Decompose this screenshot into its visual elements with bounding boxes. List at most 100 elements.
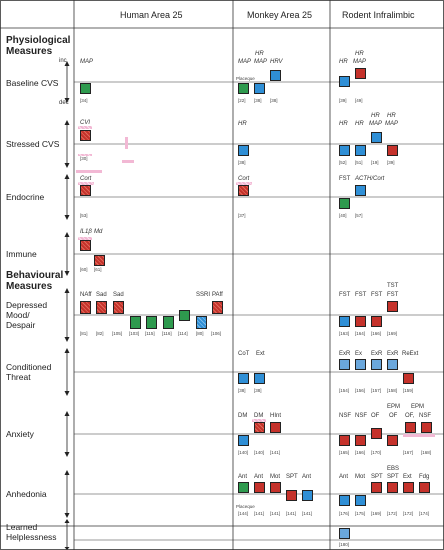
label-hr: HR	[339, 59, 348, 65]
ref: [165]	[339, 450, 350, 455]
ref: [141]	[286, 511, 297, 516]
ref: [180]	[339, 542, 350, 547]
label-spt: SPT	[286, 474, 298, 480]
row-conditioned-2: Threat	[6, 372, 31, 382]
cell-blue	[270, 70, 281, 81]
ref: [38]	[254, 388, 262, 393]
label-map: MAP	[385, 121, 399, 127]
pink-mark	[122, 160, 134, 163]
cell-red	[80, 185, 91, 196]
pink-mark	[76, 170, 102, 173]
axis-inc: inc	[59, 58, 67, 64]
row-learned: Learned	[6, 522, 38, 532]
pink-mark	[236, 182, 252, 185]
ref: [38]	[270, 98, 278, 103]
label-tst: TST	[387, 283, 399, 289]
label-hr: HR	[387, 113, 396, 119]
cell-red	[286, 490, 297, 501]
ref: [140]	[238, 450, 249, 455]
cell-lightblue	[371, 359, 382, 370]
label-map: MAP	[238, 59, 252, 65]
ref: [57]	[355, 213, 363, 218]
label-ex: Ex	[355, 351, 363, 357]
cell-red	[254, 482, 265, 493]
ref: [38]	[254, 98, 262, 103]
ref: [166]	[355, 450, 366, 455]
label-ssri: SSRI	[196, 292, 211, 298]
ref: [81]	[80, 331, 88, 336]
cell-green	[238, 83, 249, 94]
ref: [175]	[355, 511, 366, 516]
cell-red	[355, 68, 366, 79]
ref: [34]	[80, 98, 88, 103]
pink-mark	[125, 137, 128, 149]
label-dm: DM	[238, 413, 248, 419]
cell-red	[387, 435, 398, 446]
ref: [144]	[238, 511, 249, 516]
ref: [154]	[339, 388, 350, 393]
cell-red	[355, 435, 366, 446]
pink-mark	[78, 237, 92, 240]
row-anxiety: Anxiety	[6, 429, 34, 439]
ref: [176]	[339, 511, 350, 516]
cell-blue	[355, 495, 366, 506]
cell-red	[421, 422, 432, 433]
label-of: OF	[371, 413, 380, 419]
cell-blue	[371, 132, 382, 143]
header-monkey: Monkey Area 25	[247, 10, 313, 20]
label-hr: HR	[339, 121, 348, 127]
ref: [53]	[80, 213, 88, 218]
label-naff: NAff	[80, 292, 92, 298]
ref: [105]	[112, 331, 123, 336]
row-learned-2: Helplessness	[6, 532, 57, 542]
label-il1b: IL1β	[80, 229, 92, 235]
row-baseline: Baseline CVS	[6, 78, 59, 88]
ref: [38]	[238, 388, 246, 393]
ref: [140]	[254, 450, 265, 455]
ref: [19]	[371, 160, 379, 165]
label-of: OF	[389, 413, 398, 419]
ref: [170]	[371, 450, 382, 455]
ref: [141]	[302, 511, 313, 516]
cell-red	[405, 422, 416, 433]
ref: [60]	[80, 267, 88, 272]
ref: [49]	[355, 98, 363, 103]
ref: [51]	[355, 160, 363, 165]
row-depressed: Depressed	[6, 300, 48, 310]
cell-red	[371, 482, 382, 493]
ref: [141]	[270, 511, 281, 516]
cell-blue	[339, 145, 350, 156]
cell-green	[179, 310, 190, 321]
ref: [30]	[80, 156, 88, 161]
cell-green	[146, 316, 157, 329]
cell-red	[80, 130, 91, 141]
label-ebs: EBS	[387, 466, 400, 472]
ref: [172]	[387, 511, 398, 516]
cell-blue	[339, 316, 350, 327]
ref: [116]	[162, 331, 172, 336]
cell-red	[94, 255, 105, 266]
label-spt: SPT	[371, 474, 383, 480]
label-hr: HR	[355, 51, 364, 57]
section-behavioural: Behavioural	[6, 270, 64, 281]
ref: [82]	[96, 331, 104, 336]
ref: [115]	[145, 331, 155, 336]
ref: [103]	[129, 331, 140, 336]
cell-blue	[355, 185, 366, 196]
cell-red	[80, 240, 91, 251]
section-behavioural-2: Measures	[6, 281, 53, 292]
label-hint: HInt	[270, 413, 282, 419]
label-hr: HR	[255, 51, 264, 57]
label-sad: Sad	[96, 292, 107, 298]
label-dm: DM	[254, 413, 264, 419]
label-ant: Ant	[302, 474, 312, 480]
ref: [106]	[211, 331, 222, 336]
cell-blue	[339, 76, 350, 87]
label-nsf: NSF	[419, 413, 431, 419]
label-exr: ExR	[339, 351, 351, 357]
cell-red	[403, 373, 414, 384]
label-fst: FST	[387, 292, 399, 298]
label-ant: Ant	[254, 474, 264, 480]
